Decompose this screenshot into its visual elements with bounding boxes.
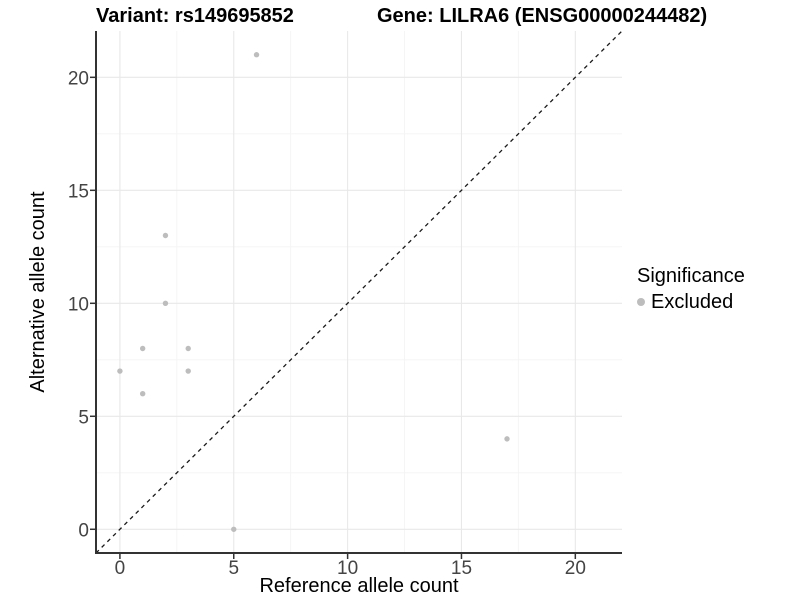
x-tick-label: 10 — [337, 558, 358, 579]
legend-point-icon — [637, 298, 645, 306]
y-tick-label: 10 — [68, 294, 89, 315]
legend-item-label: Excluded — [651, 291, 734, 313]
data-point — [162, 232, 169, 239]
y-tick-label: 15 — [68, 181, 89, 202]
x-axis-title: Reference allele count — [259, 575, 459, 597]
y-tick-label: 5 — [78, 407, 89, 428]
data-point — [231, 526, 237, 532]
x-tick-label: 0 — [115, 558, 126, 579]
x-tick-label: 15 — [451, 558, 472, 579]
data-point — [185, 345, 191, 352]
y-tick-label: 20 — [68, 68, 89, 89]
legend-title: Significance — [637, 265, 745, 287]
x-tick-label: 20 — [565, 558, 586, 579]
x-tick-label: 5 — [228, 558, 239, 579]
y-axis-title: Alternative allele count — [27, 191, 49, 393]
data-point — [162, 300, 169, 306]
y-tick-label: 0 — [78, 520, 89, 541]
data-point — [139, 345, 146, 352]
gene-title: Gene: LILRA6 (ENSG00000244482) — [377, 5, 708, 27]
data-point — [504, 436, 510, 442]
legend-item-excluded: Excluded — [637, 290, 745, 314]
data-point — [185, 368, 191, 374]
identity-line — [95, 30, 623, 554]
legend: Significance Excluded — [637, 264, 745, 314]
data-point — [253, 52, 260, 58]
data-point — [117, 368, 123, 374]
data-point — [139, 390, 146, 397]
variant-title: Variant: rs149695852 — [96, 5, 294, 27]
